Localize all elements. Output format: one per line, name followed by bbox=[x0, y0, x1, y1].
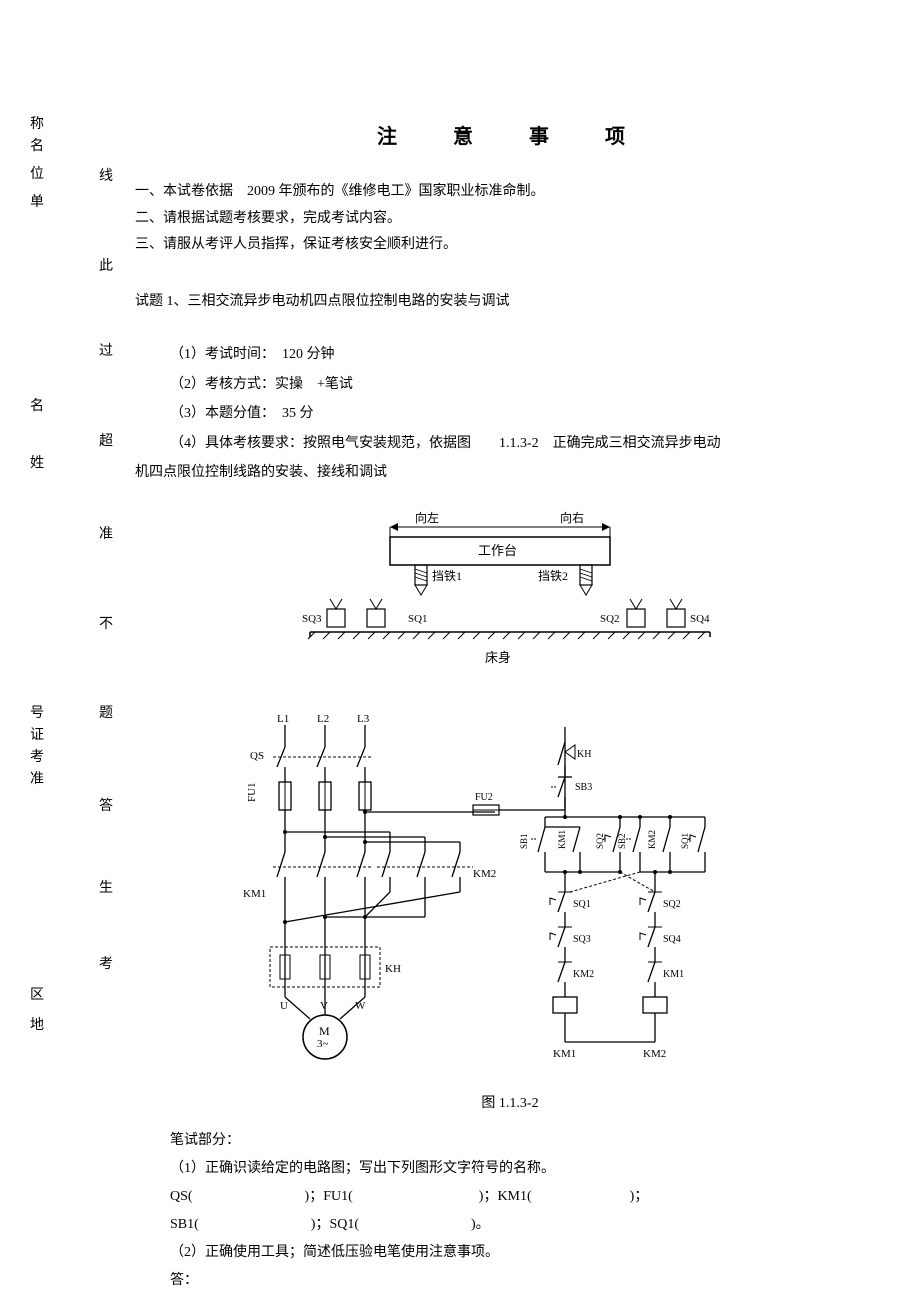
margin-char: 准 bbox=[30, 768, 44, 788]
figure-2-container: L1 L2 L3 QS FU1 bbox=[135, 697, 885, 1082]
km2-coil-label: KM2 bbox=[643, 1048, 666, 1060]
written-item-2: （2）正确使用工具；简述低压验电笔使用注意事项。 bbox=[135, 1239, 885, 1267]
question-title: 试题 1、三相交流异步电动机四点限位控制电路的安装与调试 bbox=[135, 289, 885, 316]
question-item: （2）考核方式：实操 +笔试 bbox=[135, 370, 885, 399]
margin-char: 准 bbox=[99, 523, 113, 543]
margin-char: 考 bbox=[30, 746, 44, 766]
margin-char: 称 bbox=[30, 113, 44, 133]
question-item: （4）具体考核要求：按照电气安装规范，依据图 1.1.3-2 正确完成三相交流异… bbox=[135, 429, 885, 458]
notice-line: 一、本试卷依据 2009 年颁布的《维修电工》国家职业标准命制。 bbox=[135, 179, 885, 206]
main-content: 注 意 事 项 一、本试卷依据 2009 年颁布的《维修电工》国家职业标准命制。… bbox=[135, 120, 885, 1295]
sq1-switch: SQ1 bbox=[367, 599, 428, 627]
margin-char: 名 bbox=[30, 395, 44, 415]
sq4-switch: SQ4 bbox=[667, 599, 710, 627]
motor-m-label: M bbox=[319, 1024, 330, 1038]
worktable-diagram: 向左 向右 工作台 挡铁1 挡铁2 bbox=[260, 507, 760, 677]
circuit-diagram: L1 L2 L3 QS FU1 bbox=[225, 697, 795, 1077]
margin-char: 证 bbox=[30, 724, 44, 744]
sb3-label: SB3 bbox=[575, 782, 592, 793]
margin-char: 题 bbox=[99, 702, 113, 722]
margin-char: 区 bbox=[30, 984, 44, 1004]
sq1-no-label: SQ1 bbox=[680, 833, 690, 849]
margin-char: 过 bbox=[99, 340, 113, 360]
sq2-nc-label: SQ2 bbox=[663, 899, 681, 910]
km2-nc-label: KM2 bbox=[573, 969, 594, 980]
figure-1-container: 向左 向右 工作台 挡铁1 挡铁2 bbox=[135, 507, 885, 682]
block2-label: 挡铁2 bbox=[538, 569, 568, 583]
question-item: （1）考试时间： 120 分钟 bbox=[135, 340, 885, 369]
margin-char: 此 bbox=[99, 255, 113, 275]
km1-aux-label: KM1 bbox=[557, 830, 567, 849]
question-item: （3）本题分值： 35 分 bbox=[135, 399, 885, 428]
margin-char: 答 bbox=[99, 795, 113, 815]
l3-label: L3 bbox=[357, 713, 370, 725]
margin-char: 地 bbox=[30, 1014, 44, 1034]
sq4-label: SQ4 bbox=[690, 613, 710, 625]
margin-char: 不 bbox=[99, 613, 113, 633]
written-item-1: （1）正确识读给定的电路图；写出下列图形文字符号的名称。 bbox=[135, 1155, 885, 1183]
sq1-label: SQ1 bbox=[408, 613, 428, 625]
answer-label: 答： bbox=[135, 1267, 885, 1295]
notice-line: 三、请服从考评人员指挥，保证考核安全顺利进行。 bbox=[135, 232, 885, 259]
km1-main-label: KM1 bbox=[243, 888, 266, 900]
sb2-label: SB2 bbox=[617, 834, 627, 850]
fu2-label: FU2 bbox=[475, 792, 493, 803]
margin-char: 考 bbox=[99, 953, 113, 973]
sq1-nc-label: SQ1 bbox=[573, 899, 591, 910]
km2-main-label: KM2 bbox=[473, 868, 496, 880]
right-arrow-label: 向右 bbox=[560, 510, 584, 525]
notice-line: 二、请根据试题考核要求，完成考试内容。 bbox=[135, 206, 885, 233]
km2-aux-label: KM2 bbox=[647, 830, 657, 849]
sq3-nc-label: SQ3 bbox=[573, 934, 591, 945]
km1-nc-label: KM1 bbox=[663, 969, 684, 980]
kh-main-label: KH bbox=[385, 963, 401, 975]
v-label: V bbox=[320, 1000, 328, 1012]
fu1-label: FU1 bbox=[246, 783, 258, 803]
sq4-nc-label: SQ4 bbox=[663, 934, 681, 945]
figure-2-caption: 图 1.1.3-2 bbox=[135, 1092, 885, 1112]
left-arrow-label: 向左 bbox=[415, 510, 439, 525]
margin-char: 姓 bbox=[30, 452, 44, 472]
blanks-line-2: SB1( )；SQ1( )。 bbox=[135, 1211, 885, 1239]
sq3-label: SQ3 bbox=[302, 613, 322, 625]
margin-char: 号 bbox=[30, 702, 44, 722]
worktable-label: 工作台 bbox=[478, 543, 517, 558]
qs-label: QS bbox=[250, 750, 264, 762]
question-continuation: 机四点限位控制线路的安装、接线和调试 bbox=[135, 458, 885, 487]
sq3-switch: SQ3 bbox=[302, 599, 345, 627]
km1-coil-label: KM1 bbox=[553, 1048, 576, 1060]
margin-char: 线 bbox=[99, 165, 113, 185]
kh-aux-label: KH bbox=[577, 749, 591, 760]
margin-char: 名 bbox=[30, 135, 44, 155]
margin-char: 位 bbox=[30, 163, 44, 183]
l2-label: L2 bbox=[317, 713, 329, 725]
motor-3-label: 3~ bbox=[317, 1038, 329, 1050]
sq2-switch: SQ2 bbox=[600, 599, 645, 627]
blanks-line-1: QS( )；FU1( )；KM1( )； bbox=[135, 1183, 885, 1211]
margin-char: 生 bbox=[99, 877, 113, 897]
written-header: 笔试部分： bbox=[135, 1127, 885, 1155]
sq2-label: SQ2 bbox=[600, 613, 620, 625]
l1-label: L1 bbox=[277, 713, 289, 725]
margin-char: 超 bbox=[99, 430, 113, 450]
sq2-no-label: SQ2 bbox=[595, 833, 605, 849]
block1-label: 挡铁1 bbox=[432, 569, 462, 583]
page-title: 注 意 事 项 bbox=[135, 120, 885, 149]
bed-label: 床身 bbox=[485, 650, 511, 665]
sb1-label: SB1 bbox=[519, 834, 529, 850]
margin-char: 单 bbox=[30, 191, 44, 211]
u-label: U bbox=[280, 1000, 288, 1012]
